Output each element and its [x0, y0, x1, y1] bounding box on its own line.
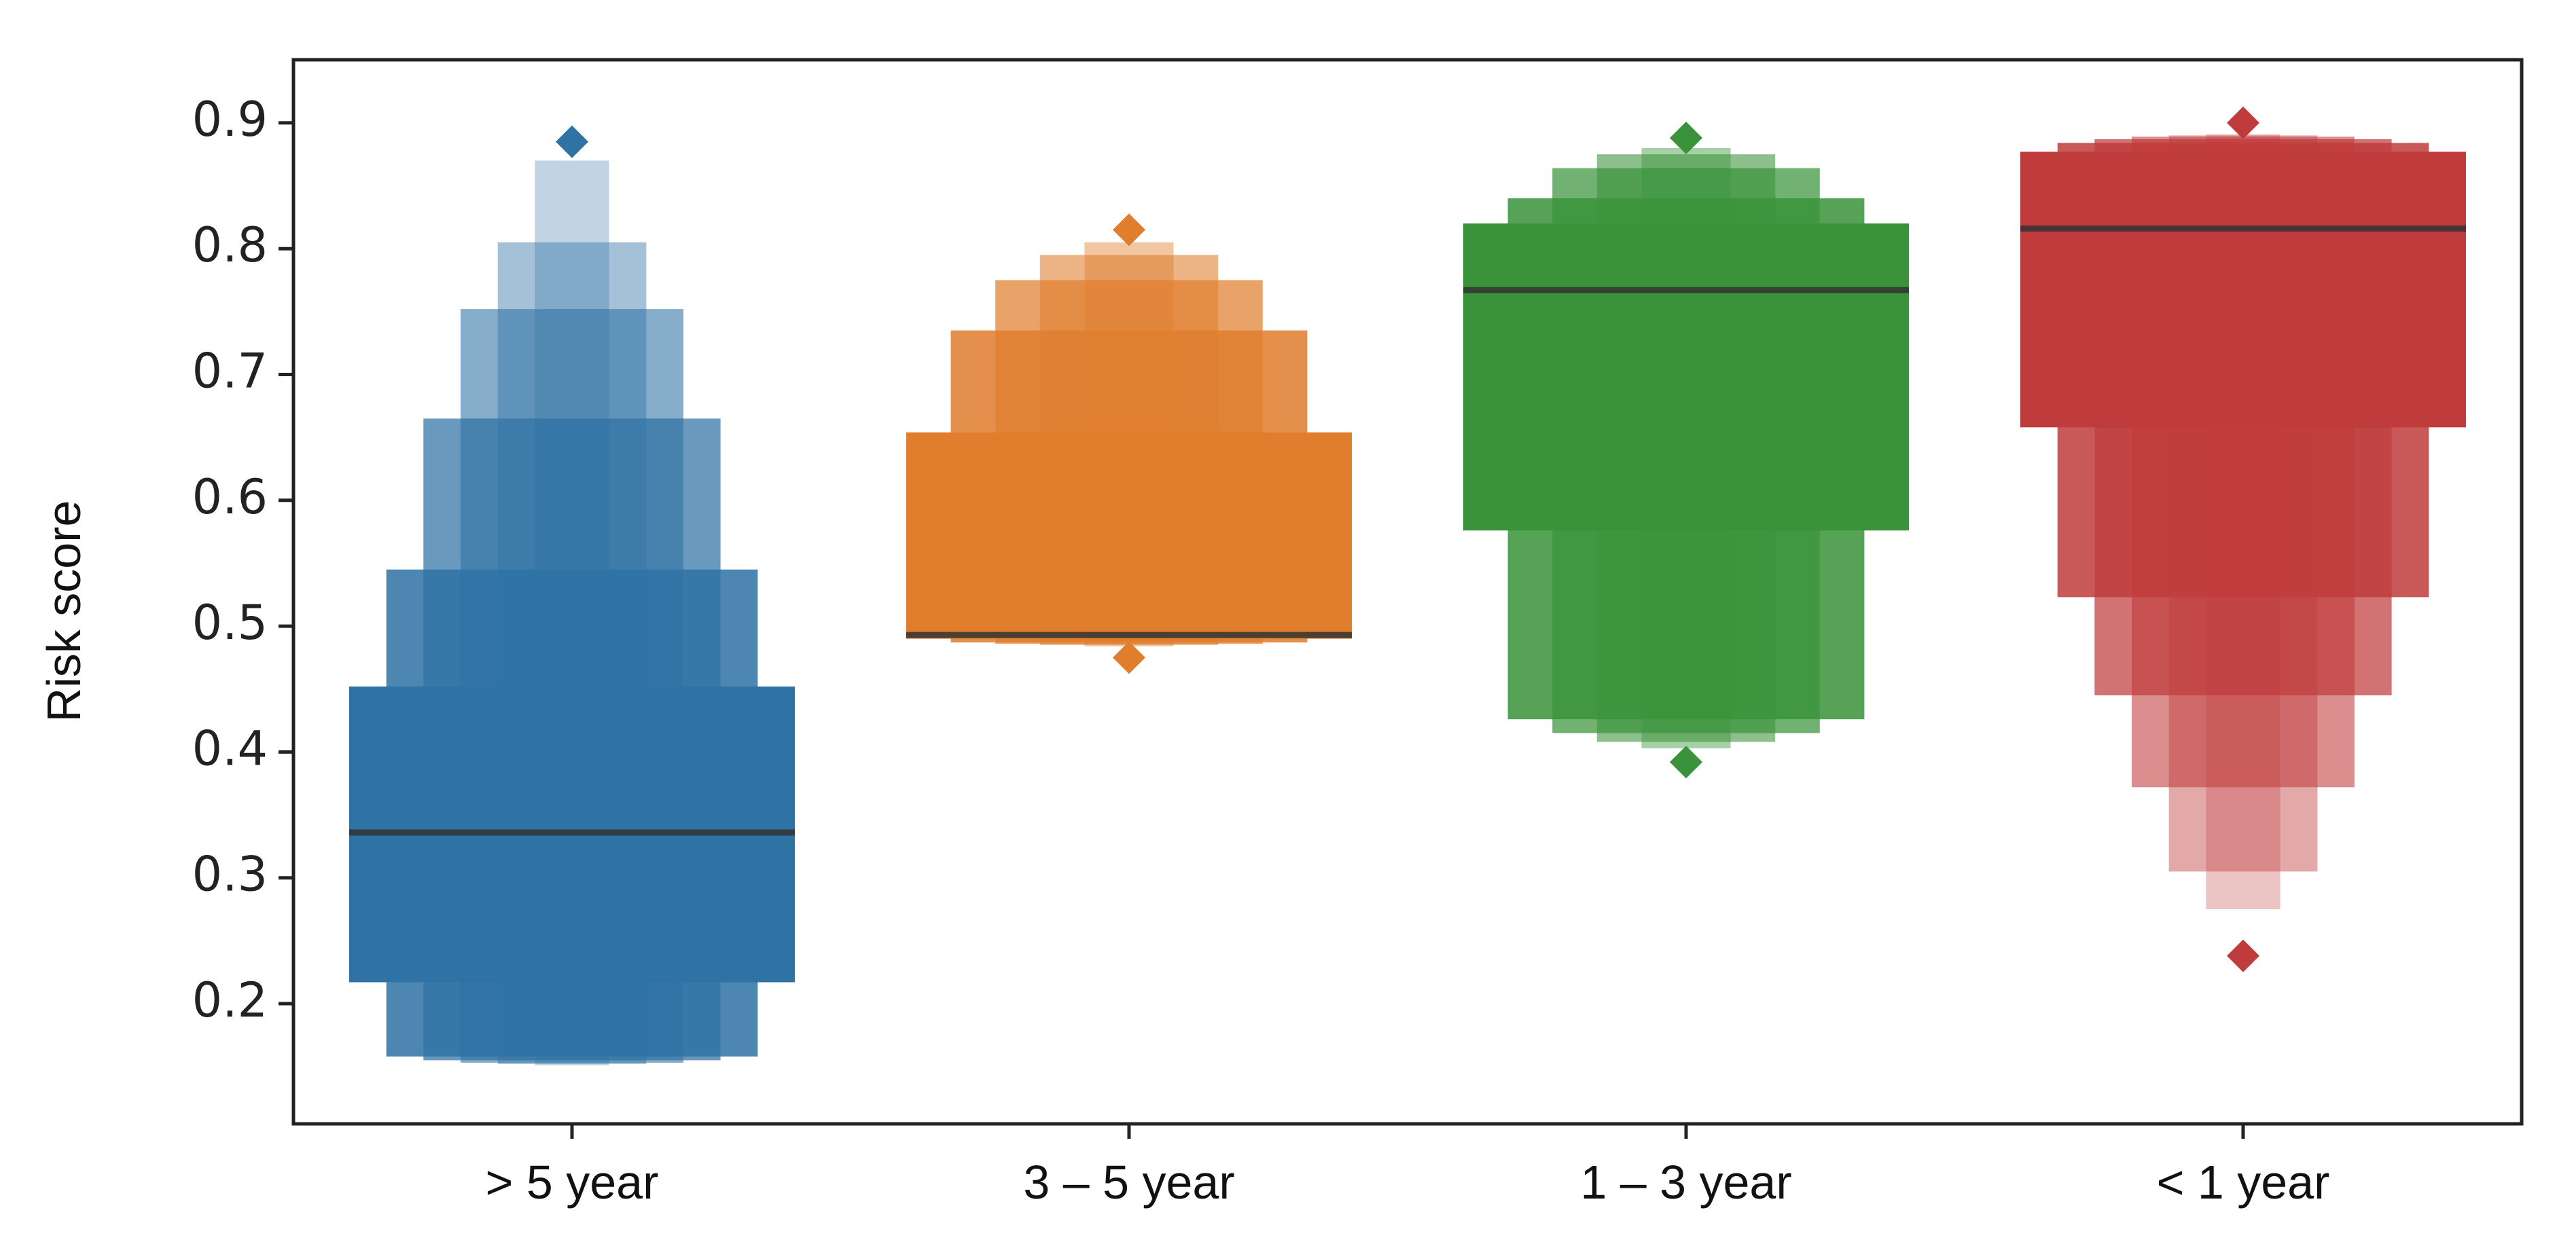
outlier-marker-2-1 [1113, 641, 1145, 674]
y-tick-label-8: 0.9 [192, 92, 268, 147]
y-tick-label-6: 0.7 [192, 344, 268, 399]
plot-frame [291, 58, 2524, 1126]
boxen-level-3-1 [1463, 223, 1909, 531]
outlier-marker-2-2 [1113, 213, 1145, 246]
y-tick-label-5: 0.6 [192, 469, 268, 525]
x-tick-label-1: > 5 year [486, 1156, 659, 1209]
x-tick-label-3: 1 – 3 year [1580, 1156, 1791, 1209]
y-axis-label: Risk score [37, 500, 90, 723]
boxen-level-2-1 [906, 432, 1352, 639]
x-tick-label-4: < 1 year [2157, 1156, 2330, 1209]
y-tick-label-7: 0.8 [192, 217, 268, 273]
y-tick-label-3: 0.4 [192, 720, 268, 776]
plot-area [349, 106, 2466, 1065]
x-tick-label-2: 3 – 5 year [1023, 1156, 1234, 1209]
outlier-marker-3-2 [1670, 122, 1702, 155]
y-tick-label-1: 0.2 [192, 972, 268, 1028]
outlier-marker-4-2 [2227, 106, 2259, 139]
outlier-marker-4-1 [2227, 939, 2259, 972]
y-tick-label-4: 0.5 [192, 595, 268, 651]
outlier-marker-3-1 [1670, 746, 1702, 779]
y-tick-label-2: 0.3 [192, 847, 268, 902]
boxen-level-4-1 [2020, 151, 2466, 428]
axes: 0.2 0.3 0.4 0.5 0.6 0.7 0.8 0.9 > 5 year 3 – 5 ye… [192, 58, 2524, 1209]
outlier-marker-1-1 [556, 125, 588, 158]
